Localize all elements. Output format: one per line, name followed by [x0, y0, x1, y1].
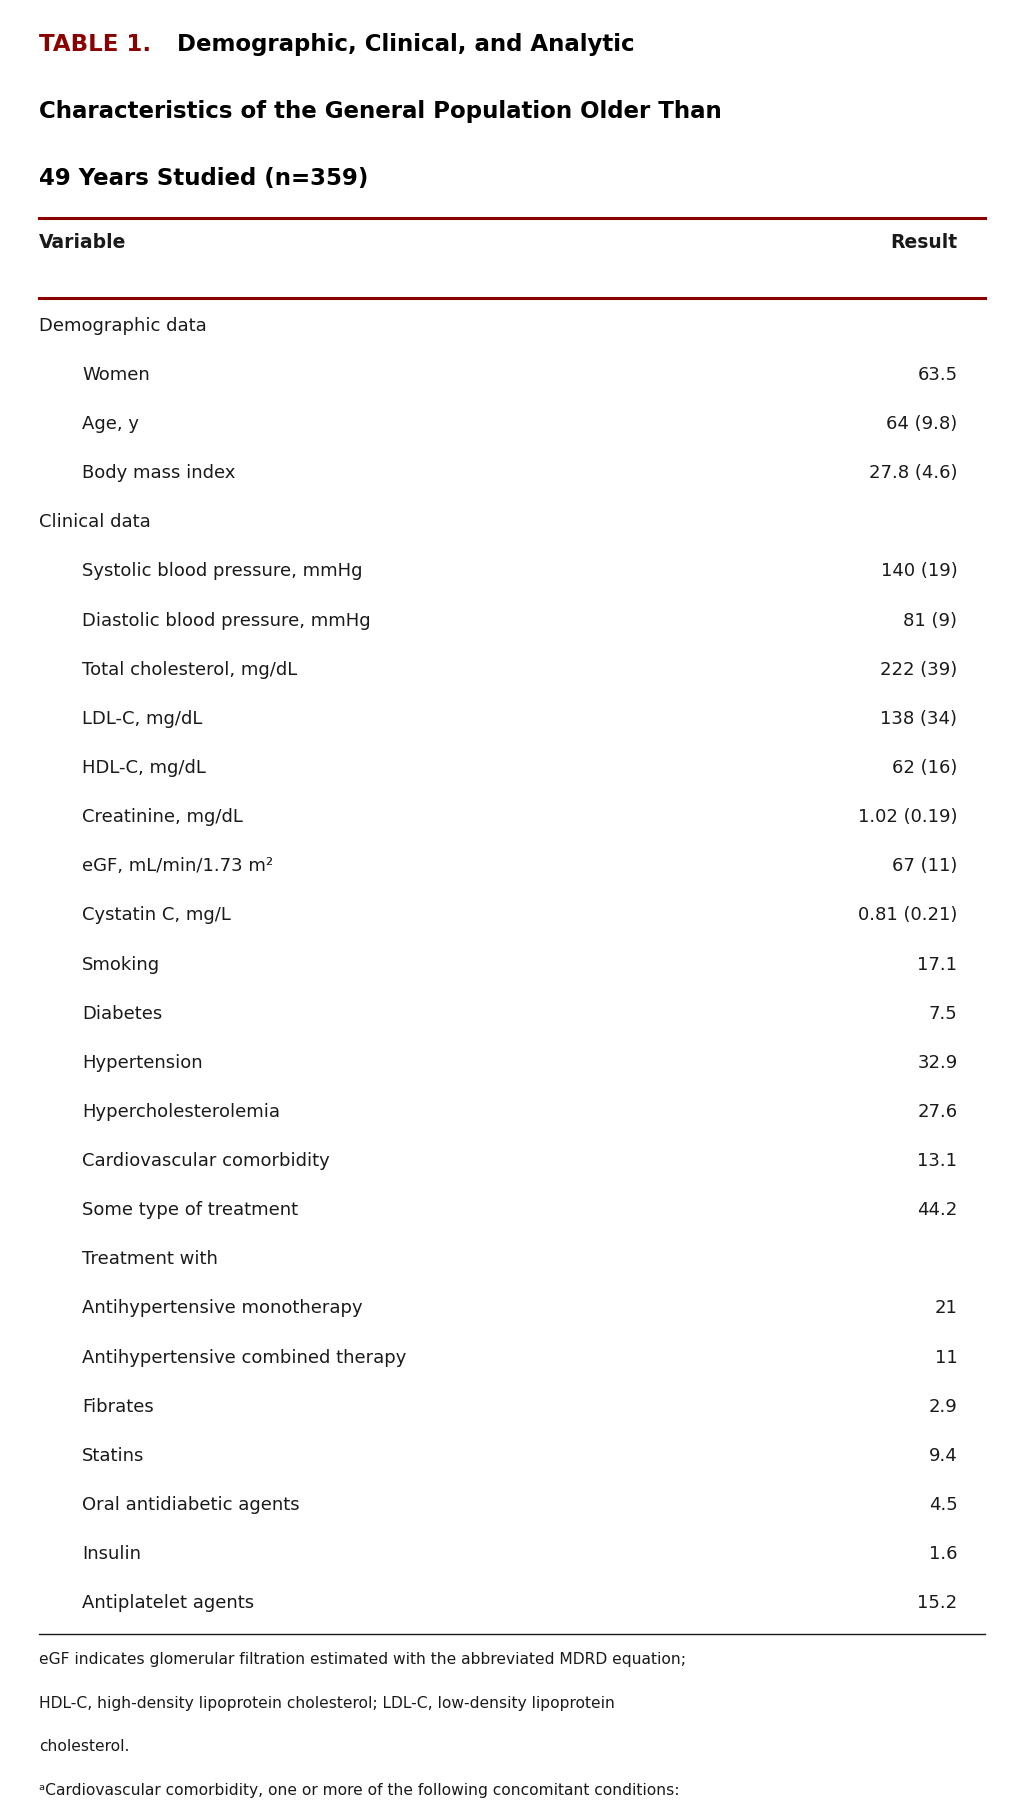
Text: 4.5: 4.5: [929, 1496, 957, 1514]
Text: 1.6: 1.6: [929, 1545, 957, 1563]
Text: Diabetes: Diabetes: [82, 1005, 162, 1023]
Text: eGF, mL/min/1.73 m²: eGF, mL/min/1.73 m²: [82, 857, 273, 875]
Text: Demographic, Clinical, and Analytic: Demographic, Clinical, and Analytic: [169, 33, 635, 56]
Text: ᵃCardiovascular comorbidity, one or more of the following concomitant conditions: ᵃCardiovascular comorbidity, one or more…: [39, 1784, 679, 1798]
Text: Demographic data: Demographic data: [39, 317, 207, 335]
Text: TABLE 1.: TABLE 1.: [39, 33, 151, 56]
Text: 11: 11: [935, 1349, 957, 1367]
Text: Systolic blood pressure, mmHg: Systolic blood pressure, mmHg: [82, 562, 362, 581]
Text: 222 (39): 222 (39): [881, 661, 957, 679]
Text: 1.02 (0.19): 1.02 (0.19): [858, 808, 957, 826]
Text: 2.9: 2.9: [929, 1398, 957, 1416]
Text: 13.1: 13.1: [918, 1152, 957, 1170]
Text: Smoking: Smoking: [82, 956, 160, 974]
Text: Insulin: Insulin: [82, 1545, 141, 1563]
Text: 7.5: 7.5: [929, 1005, 957, 1023]
Text: Total cholesterol, mg/dL: Total cholesterol, mg/dL: [82, 661, 297, 679]
Text: 0.81 (0.21): 0.81 (0.21): [858, 906, 957, 925]
Text: 17.1: 17.1: [918, 956, 957, 974]
Text: cholesterol.: cholesterol.: [39, 1740, 129, 1754]
Text: Statins: Statins: [82, 1447, 144, 1465]
Text: HDL-C, high-density lipoprotein cholesterol; LDL-C, low-density lipoprotein: HDL-C, high-density lipoprotein choleste…: [39, 1696, 614, 1711]
Text: 63.5: 63.5: [918, 366, 957, 384]
Text: 67 (11): 67 (11): [892, 857, 957, 875]
Text: 32.9: 32.9: [918, 1054, 957, 1072]
Text: HDL-C, mg/dL: HDL-C, mg/dL: [82, 759, 206, 777]
Text: Hypertension: Hypertension: [82, 1054, 203, 1072]
Text: Result: Result: [890, 233, 957, 251]
Text: 27.8 (4.6): 27.8 (4.6): [869, 464, 957, 482]
Text: Body mass index: Body mass index: [82, 464, 236, 482]
Text: Age, y: Age, y: [82, 415, 139, 433]
Text: Hypercholesterolemia: Hypercholesterolemia: [82, 1103, 280, 1121]
Text: Variable: Variable: [39, 233, 126, 251]
Text: Antihypertensive combined therapy: Antihypertensive combined therapy: [82, 1349, 407, 1367]
Text: 64 (9.8): 64 (9.8): [886, 415, 957, 433]
Text: 21: 21: [935, 1299, 957, 1318]
Text: eGF indicates glomerular filtration estimated with the abbreviated MDRD equation: eGF indicates glomerular filtration esti…: [39, 1653, 686, 1667]
Text: Antihypertensive monotherapy: Antihypertensive monotherapy: [82, 1299, 362, 1318]
Text: 44.2: 44.2: [918, 1201, 957, 1219]
Text: Women: Women: [82, 366, 150, 384]
Text: 27.6: 27.6: [918, 1103, 957, 1121]
Text: Cardiovascular comorbidity: Cardiovascular comorbidity: [82, 1152, 330, 1170]
Text: Diastolic blood pressure, mmHg: Diastolic blood pressure, mmHg: [82, 612, 371, 630]
Text: Treatment with: Treatment with: [82, 1250, 218, 1269]
Text: Cystatin C, mg/L: Cystatin C, mg/L: [82, 906, 230, 925]
Text: Characteristics of the General Population Older Than: Characteristics of the General Populatio…: [39, 100, 722, 124]
Text: Some type of treatment: Some type of treatment: [82, 1201, 298, 1219]
Text: 62 (16): 62 (16): [892, 759, 957, 777]
Text: Antiplatelet agents: Antiplatelet agents: [82, 1594, 254, 1613]
Text: Fibrates: Fibrates: [82, 1398, 154, 1416]
Text: 81 (9): 81 (9): [903, 612, 957, 630]
Text: 49 Years Studied (n=359): 49 Years Studied (n=359): [39, 167, 369, 191]
Text: 9.4: 9.4: [929, 1447, 957, 1465]
Text: 138 (34): 138 (34): [881, 710, 957, 728]
Text: Creatinine, mg/dL: Creatinine, mg/dL: [82, 808, 243, 826]
Text: 140 (19): 140 (19): [881, 562, 957, 581]
Text: 15.2: 15.2: [918, 1594, 957, 1613]
Text: LDL-C, mg/dL: LDL-C, mg/dL: [82, 710, 203, 728]
Text: Oral antidiabetic agents: Oral antidiabetic agents: [82, 1496, 300, 1514]
Text: Clinical data: Clinical data: [39, 513, 151, 531]
